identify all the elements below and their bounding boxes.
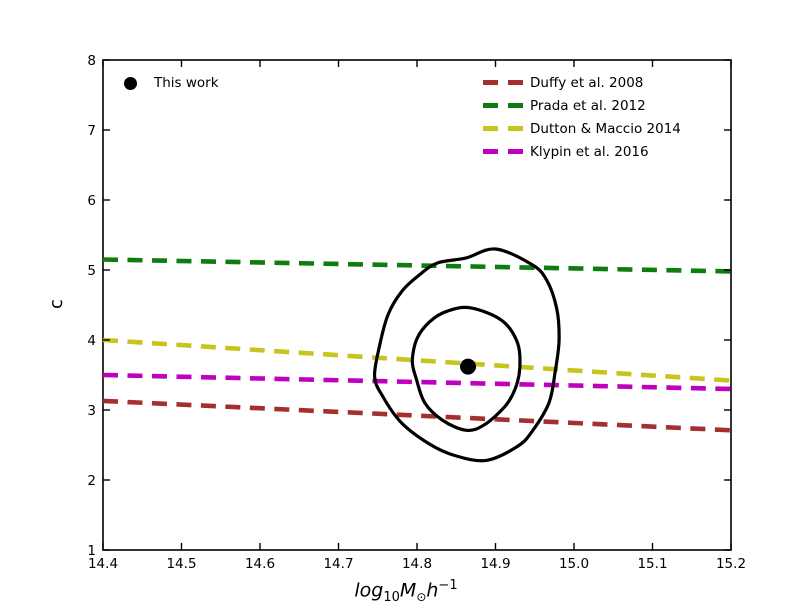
this-work-point bbox=[460, 358, 477, 375]
this-work-marker-icon bbox=[124, 76, 137, 90]
dutton-dash-swatch-icon bbox=[483, 126, 523, 131]
legend-item-duffy: Duffy et al. 2008 bbox=[483, 71, 681, 94]
xlabel-mass: M bbox=[399, 579, 417, 602]
legend-label-prada: Prada et al. 2012 bbox=[530, 97, 646, 114]
series-line-1 bbox=[102, 257, 732, 274]
x-tick-label: 14.4 bbox=[88, 556, 118, 572]
series-line-0 bbox=[102, 398, 732, 433]
x-tick-label: 14.8 bbox=[402, 556, 432, 572]
y-tick-label: 1 bbox=[87, 543, 96, 559]
xlabel-log: log bbox=[354, 579, 384, 602]
y-tick-label: 6 bbox=[87, 193, 96, 209]
x-tick-label: 15.1 bbox=[637, 556, 667, 572]
legend-label-dutton: Dutton & Maccio 2014 bbox=[530, 120, 681, 137]
legend-this-work: This work bbox=[124, 72, 219, 94]
y-tick-label: 3 bbox=[87, 403, 96, 419]
contour-outer bbox=[372, 247, 561, 463]
x-tick-label: 14.6 bbox=[245, 556, 275, 572]
legend-item-dutton: Dutton & Maccio 2014 bbox=[483, 117, 681, 140]
series-line-2 bbox=[102, 337, 732, 383]
x-tick-label: 15.0 bbox=[559, 556, 589, 572]
prada-dash-swatch-icon bbox=[483, 103, 523, 108]
sun-symbol: ⊙ bbox=[416, 590, 427, 605]
legend-label-duffy: Duffy et al. 2008 bbox=[530, 74, 644, 91]
y-tick-label: 2 bbox=[87, 473, 96, 489]
y-tick-label: 5 bbox=[87, 263, 96, 279]
xlabel-h: h bbox=[426, 579, 439, 602]
legend: Duffy et al. 2008 Prada et al. 2012 Dutt… bbox=[483, 71, 681, 163]
y-tick-label: 4 bbox=[87, 333, 96, 349]
y-tick-label: 7 bbox=[87, 123, 96, 139]
klypin-dash-swatch-icon bbox=[483, 149, 523, 154]
x-tick-label: 14.7 bbox=[323, 556, 353, 572]
x-tick-label: 14.5 bbox=[166, 556, 196, 572]
duffy-dash-swatch-icon bbox=[483, 80, 523, 85]
plot-frame bbox=[102, 59, 732, 551]
contour-inner bbox=[410, 305, 522, 433]
legend-item-prada: Prada et al. 2012 bbox=[483, 94, 681, 117]
legend-label-klypin: Klypin et al. 2016 bbox=[530, 143, 649, 160]
x-tick-label: 14.9 bbox=[480, 556, 510, 572]
legend-item-klypin: Klypin et al. 2016 bbox=[483, 140, 681, 163]
x-tick-label: 15.2 bbox=[716, 556, 746, 572]
x-axis-label: log10M⊙h−1 bbox=[0, 578, 812, 605]
this-work-label: This work bbox=[154, 75, 219, 91]
y-tick-label: 8 bbox=[87, 53, 96, 69]
series-line-3 bbox=[102, 372, 732, 392]
xlabel-exponent: −1 bbox=[438, 578, 458, 593]
xlabel-sub10: 10 bbox=[383, 590, 400, 606]
y-axis-label: c bbox=[46, 299, 67, 309]
